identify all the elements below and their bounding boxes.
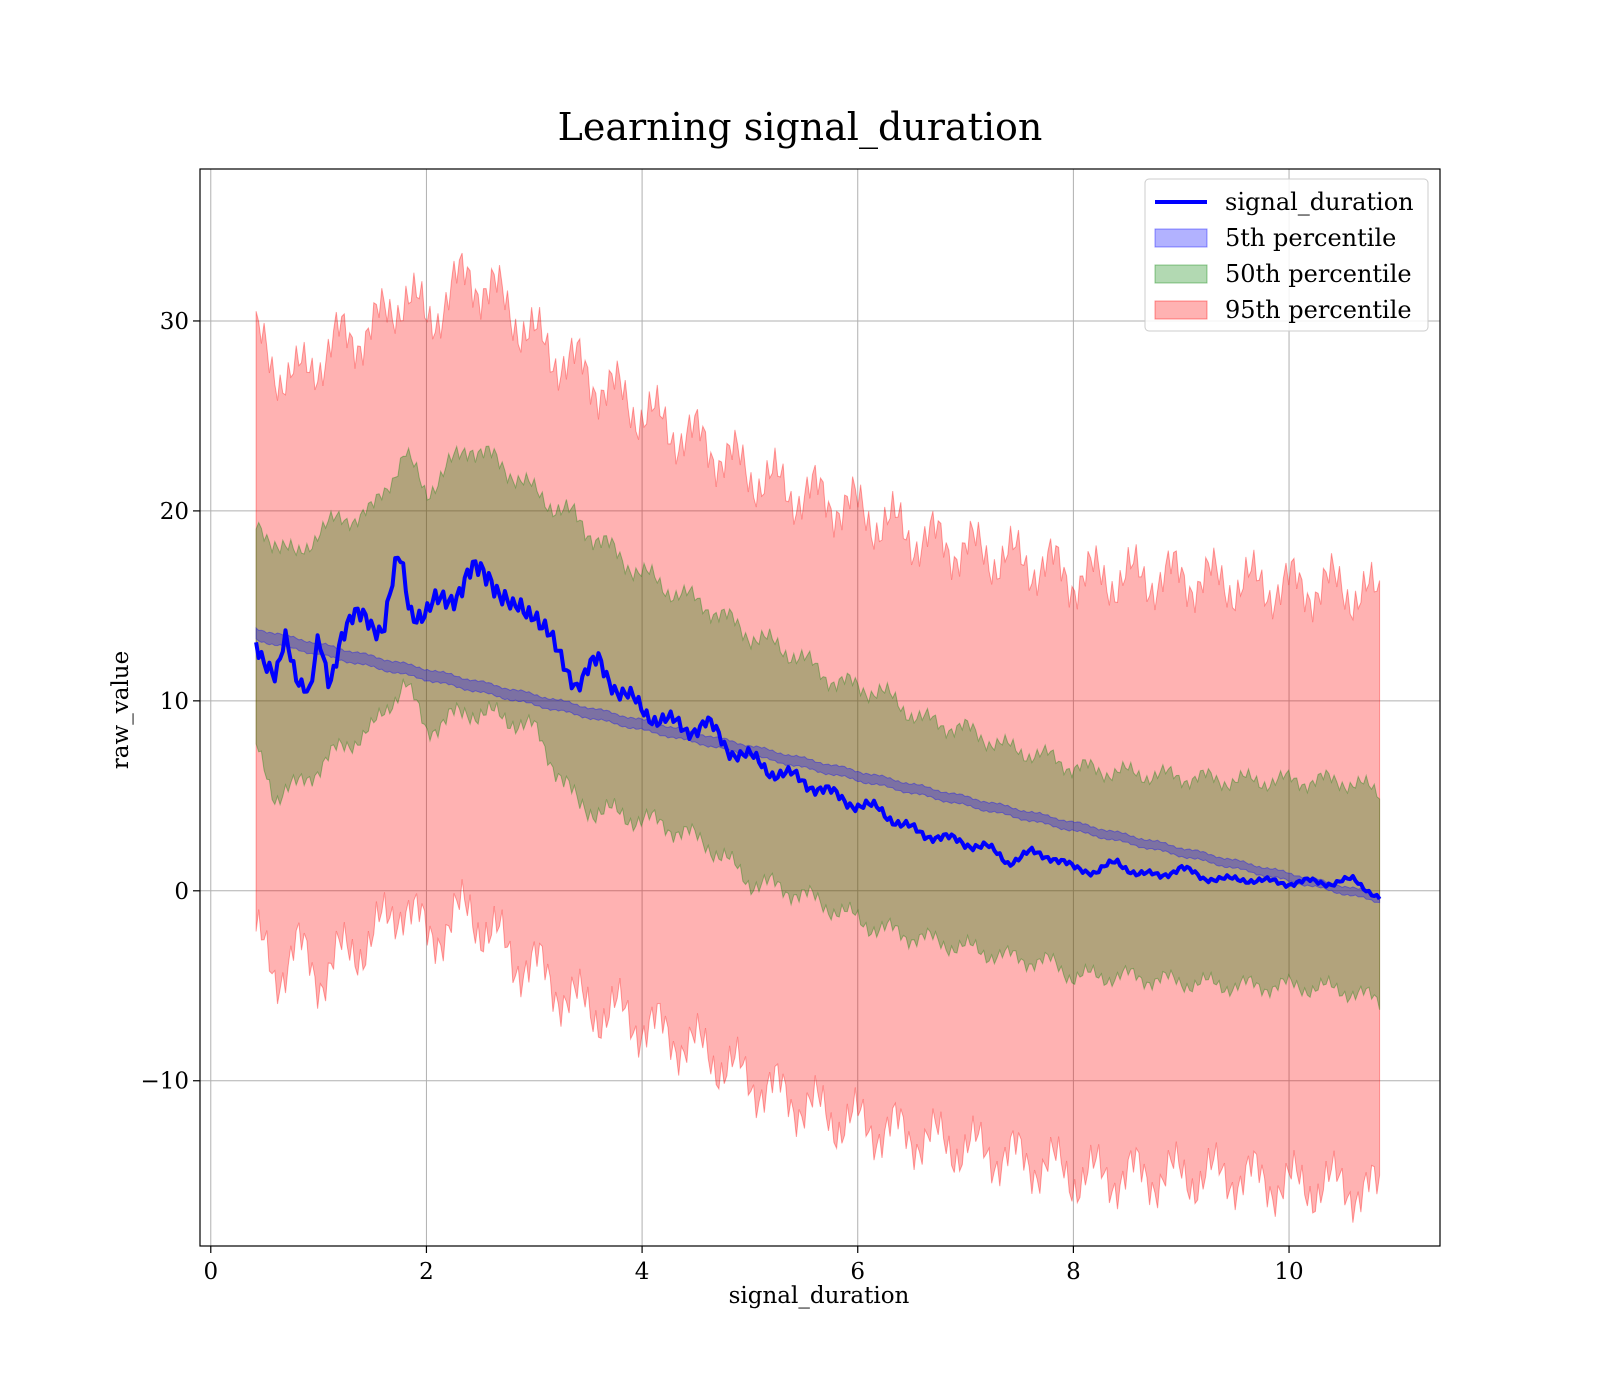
- legend-band-swatch: [1154, 264, 1208, 284]
- y-tick-label: 30: [160, 309, 189, 335]
- legend-band-swatch: [1154, 228, 1208, 248]
- y-tick-label: −10: [140, 1069, 189, 1095]
- y-axis-ticks: −10 0 10 20 30: [140, 309, 200, 1095]
- legend-label: signal_duration: [1225, 188, 1414, 216]
- plot-frame: [199, 168, 1441, 1247]
- series-lines: [254, 555, 1382, 901]
- y-axis-label: raw_value: [108, 651, 134, 769]
- x-tick-label: 8: [1066, 1259, 1081, 1285]
- x-tick-label: 0: [203, 1259, 218, 1285]
- legend-band-swatch: [1154, 300, 1208, 320]
- y-tick-label: 20: [160, 499, 189, 525]
- x-axis-label: signal_duration: [729, 1283, 910, 1309]
- x-tick-label: 4: [635, 1259, 650, 1285]
- band-95th-percentile: [255, 252, 1381, 1223]
- x-tick-label: 2: [419, 1259, 434, 1285]
- x-tick-label: 10: [1274, 1259, 1303, 1285]
- grid: [200, 169, 1440, 1246]
- percentile-bands: [255, 252, 1381, 1223]
- chart-title: Learning signal_duration: [558, 105, 1043, 150]
- legend-label: 5th percentile: [1225, 224, 1396, 252]
- legend-label: 95th percentile: [1225, 296, 1412, 324]
- legend-label: 50th percentile: [1225, 260, 1412, 288]
- legend: signal_duration 5th percentile 50th percen…: [1144, 178, 1429, 332]
- line-signal_duration: [254, 555, 1382, 901]
- x-axis-ticks: 0 2 4 6 8 10: [203, 1246, 1304, 1285]
- legend-box: [1144, 178, 1429, 332]
- x-tick-label: 6: [850, 1259, 865, 1285]
- y-tick-label: 10: [160, 689, 189, 715]
- y-tick-label: 0: [174, 879, 189, 905]
- band-5th-percentile: [255, 626, 1381, 904]
